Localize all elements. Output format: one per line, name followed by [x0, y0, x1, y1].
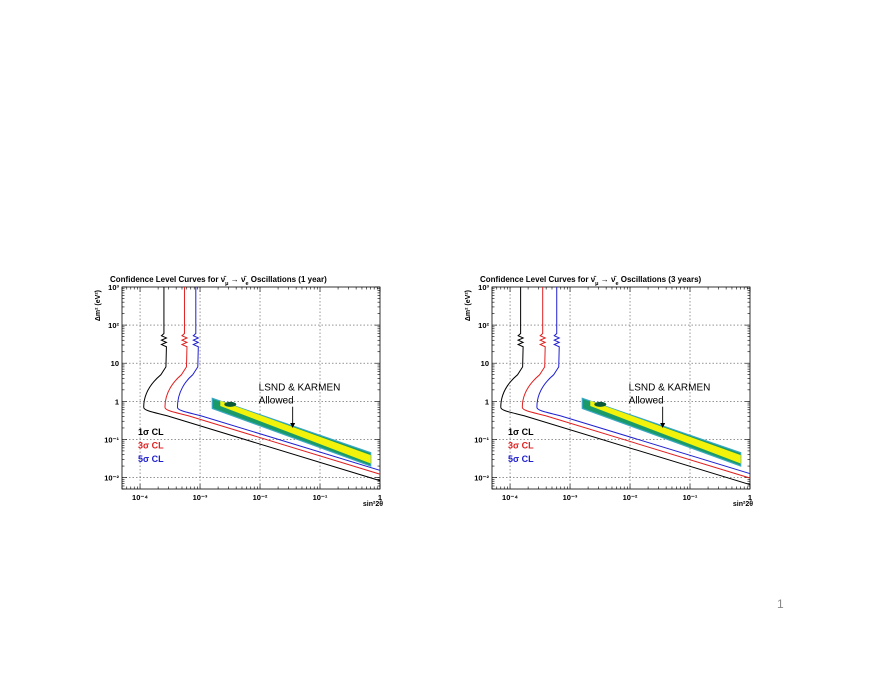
legend-entry: 1σ CL: [508, 427, 534, 437]
x-tick-label: 10⁻¹: [683, 493, 698, 502]
legend-entry: 3σ CL: [508, 441, 534, 451]
y-axis-label: Δm² (eV²): [465, 290, 472, 321]
y-tick-label: 10: [111, 359, 119, 368]
y-tick-label: 10²: [108, 321, 119, 330]
annotation-line1: LSND & KARMEN: [629, 383, 711, 394]
allowed-region-inner: [220, 400, 371, 464]
x-tick-label: 10⁻⁴: [132, 493, 148, 502]
legend-entry: 1σ CL: [138, 427, 164, 437]
annotation-arrowhead: [660, 422, 666, 428]
y-tick-label: 10⁻²: [474, 474, 489, 483]
x-tick-label: 10⁻²: [253, 493, 268, 502]
cl-curve: [176, 287, 380, 471]
plot-frame: [121, 286, 381, 490]
cl-curve: [521, 287, 750, 479]
y-tick-label: 10⁻¹: [104, 435, 119, 444]
cl-curve: [536, 287, 750, 475]
chart-3-years: 10⁻⁴ 10⁻³ 10⁻² 10⁻¹ 1 10⁻² 10⁻¹ 1 10 10² 10³ Confid…: [455, 270, 755, 510]
x-tick-label: 10⁻³: [563, 493, 578, 502]
legend-entry: 5σ CL: [138, 454, 164, 464]
y-tick-label: 10: [481, 359, 489, 368]
x-tick-label: 1: [748, 493, 752, 502]
y-tick-label: 1: [115, 397, 119, 406]
y-tick-label: 1: [485, 397, 489, 406]
annotation-line2: Allowed: [629, 396, 664, 407]
chart-title: Confidence Level Curves for ν̄μ → ν̄e Os…: [480, 275, 702, 287]
x-tick-label: 10⁻⁴: [502, 493, 518, 502]
page-number: 1: [777, 597, 784, 611]
cl-curve: [500, 287, 750, 486]
cl-curve: [164, 287, 380, 475]
x-axis-label: sin²2θ: [363, 501, 383, 508]
y-tick-label: 10²: [478, 321, 489, 330]
y-axis-label: Δm² (eV²): [95, 290, 102, 321]
chart-svg: 10⁻⁴ 10⁻³ 10⁻² 10⁻¹ 1 10⁻² 10⁻¹ 1 10 10² 10³Confid…: [465, 275, 753, 508]
annotation-arrowhead: [290, 422, 296, 428]
y-tick-label: 10⁻²: [104, 474, 119, 483]
plot-area: [500, 287, 750, 486]
legend-entry: 3σ CL: [138, 441, 164, 451]
cl-curve: [143, 287, 380, 482]
plot-frame: [491, 286, 751, 490]
x-axis-label: sin²2θ: [733, 501, 753, 508]
y-tick-label: 10³: [478, 283, 489, 292]
x-tick-label: 10⁻³: [193, 493, 208, 502]
x-tick-label: 10⁻¹: [313, 493, 328, 502]
allowed-region-inner: [590, 400, 741, 464]
annotation-line2: Allowed: [259, 396, 294, 407]
chart-title: Confidence Level Curves for ν̄μ → ν̄e Os…: [110, 275, 327, 287]
legend-entry: 5σ CL: [508, 454, 534, 464]
allowed-region-core: [594, 401, 607, 407]
x-tick-label: 1: [378, 493, 382, 502]
y-tick-label: 10⁻¹: [474, 435, 489, 444]
allowed-region-core: [224, 401, 237, 407]
y-tick-label: 10³: [108, 283, 119, 292]
chart-svg: 10⁻⁴ 10⁻³ 10⁻² 10⁻¹ 1 10⁻² 10⁻¹ 1 10 10² 10³Confid…: [95, 275, 383, 508]
chart-1-year: 10⁻⁴ 10⁻³ 10⁻² 10⁻¹ 1 10⁻² 10⁻¹ 1 10 10² 10³ Confid…: [85, 270, 385, 510]
plot-area: [143, 287, 380, 482]
annotation-line1: LSND & KARMEN: [259, 383, 341, 394]
x-tick-label: 10⁻²: [623, 493, 638, 502]
